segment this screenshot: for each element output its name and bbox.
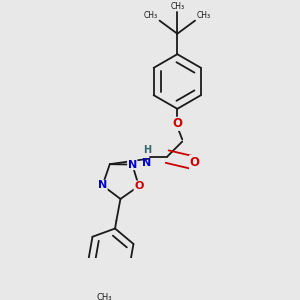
Text: O: O xyxy=(190,156,200,169)
Text: N: N xyxy=(142,158,151,168)
Text: CH₃: CH₃ xyxy=(144,11,158,20)
Text: CH₃: CH₃ xyxy=(196,11,211,20)
Text: CH₃: CH₃ xyxy=(170,2,184,11)
Text: O: O xyxy=(134,181,143,191)
Text: N: N xyxy=(128,160,137,170)
Text: N: N xyxy=(98,180,107,190)
Text: CH₃: CH₃ xyxy=(97,293,112,300)
Text: O: O xyxy=(172,117,182,130)
Text: H: H xyxy=(143,145,151,155)
